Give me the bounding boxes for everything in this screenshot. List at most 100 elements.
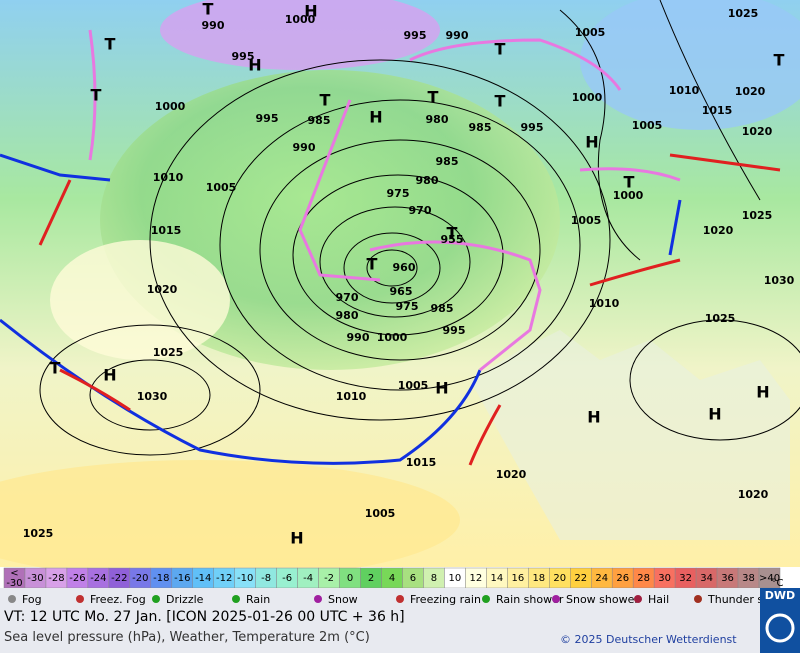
- pressure-label: 1005: [365, 507, 396, 520]
- pressure-label: 985: [308, 114, 331, 127]
- pressure-label: 990: [446, 29, 469, 42]
- colorbar-label: 34: [700, 573, 713, 584]
- pressure-label: 985: [431, 302, 454, 315]
- legend-icon: [482, 595, 490, 603]
- warm-front: [589, 258, 681, 287]
- pressure-label: 1015: [406, 456, 437, 469]
- legend-label: Fog: [22, 593, 42, 606]
- cold-area: [160, 0, 440, 70]
- colorbar-label: >40: [759, 573, 780, 584]
- high-pressure: H: [103, 366, 116, 385]
- high-pressure: H: [248, 56, 261, 75]
- pressure-label: 1025: [705, 312, 736, 325]
- pressure-label: 955: [441, 233, 464, 246]
- legend-label: Snow shower: [566, 593, 639, 606]
- legend-icon: [694, 595, 702, 603]
- pressure-label: 995: [443, 324, 466, 337]
- pressure-label: 1010: [153, 171, 184, 184]
- high-pressure: H: [708, 405, 721, 424]
- legend-label: Hail: [648, 593, 669, 606]
- pressure-label: 995: [256, 112, 279, 125]
- colorbar-label: -10: [237, 573, 253, 584]
- high-pressure: H: [290, 529, 303, 548]
- pressure-label: 980: [416, 174, 439, 187]
- trough: T: [624, 173, 635, 192]
- colorbar-label: 20: [553, 573, 566, 584]
- warm-front: [669, 153, 781, 172]
- legend-label: Freez. Fog: [90, 593, 146, 606]
- colorbar-label: -24: [90, 573, 106, 584]
- copyright: © 2025 Deutscher Wetterdienst: [560, 633, 737, 646]
- pressure-label: 980: [426, 113, 449, 126]
- colorbar-label: -22: [111, 573, 127, 584]
- pressure-label: 1030: [764, 274, 795, 287]
- trough: T: [428, 88, 439, 107]
- high-pressure: H: [369, 108, 382, 127]
- legend-label: Rain: [246, 593, 270, 606]
- pressure-label: 970: [336, 291, 359, 304]
- colorbar-label: 14: [490, 573, 503, 584]
- pressure-label: 1000: [285, 13, 316, 26]
- pressure-label: 985: [469, 121, 492, 134]
- colorbar-label: -6: [282, 573, 292, 584]
- warm-front: [59, 368, 131, 412]
- colorbar-label: 22: [574, 573, 587, 584]
- legend-icon: [8, 595, 16, 603]
- logo: DWD: [765, 589, 795, 602]
- map: [0, 0, 800, 580]
- pressure-label: 1030: [137, 390, 168, 403]
- colorbar-label: 38: [742, 573, 755, 584]
- colorbar-label: 28: [637, 573, 650, 584]
- colorbar-label: -12: [216, 573, 232, 584]
- legend-icon: [552, 595, 560, 603]
- legend-label: Rain shower: [496, 593, 564, 606]
- pressure-label: 990: [202, 19, 225, 32]
- high-pressure: H: [304, 2, 317, 21]
- colorbar-label: -8: [261, 573, 271, 584]
- trough: T: [50, 359, 61, 378]
- pressure-label: 995: [232, 50, 255, 63]
- legend-label: Freezing rain: [410, 593, 481, 606]
- high-pressure: H: [756, 383, 769, 402]
- colorbar-label: -28: [48, 573, 64, 584]
- colorbar-label: -18: [153, 573, 169, 584]
- pressure-label: 995: [521, 121, 544, 134]
- pressure-label: 990: [293, 141, 316, 154]
- pressure-label: 1025: [153, 346, 184, 359]
- pressure-label: 1025: [728, 7, 759, 20]
- pressure-label: 1025: [23, 527, 54, 540]
- pressure-label: 1005: [571, 214, 602, 227]
- legend-icon: [634, 595, 642, 603]
- pressure-label: 1000: [155, 100, 186, 113]
- trough: T: [447, 224, 458, 243]
- colorbar-label: 36: [721, 573, 734, 584]
- trough: T: [203, 0, 214, 19]
- high-pressure: H: [585, 133, 598, 152]
- isobars: [39, 0, 800, 456]
- trough: T: [91, 86, 102, 105]
- legend-icon: [396, 595, 404, 603]
- colorbar-label: -2: [324, 573, 334, 584]
- high-pressure: H: [435, 379, 448, 398]
- trough: T: [367, 255, 378, 274]
- pressure-label: 960: [393, 261, 416, 274]
- colorbar: < -30 -28 -26 -24 -22 -20 -18 -16 -14 -12 -10 -8 -6 -4…: [3, 567, 784, 589]
- trough: T: [495, 40, 506, 59]
- pressure-label: 1000: [613, 189, 644, 202]
- logo-icon: [765, 613, 795, 643]
- pressure-label: 985: [436, 155, 459, 168]
- pressure-label: 1005: [575, 26, 606, 39]
- pressure-label: 975: [396, 300, 419, 313]
- pressure-label: 975: [387, 187, 410, 200]
- legend-label: Snow: [328, 593, 358, 606]
- colorbar-label: 2: [368, 573, 374, 584]
- pressure-label: 1025: [742, 209, 773, 222]
- colorbar-first-value: -30: [6, 578, 22, 589]
- legend-label: Drizzle: [166, 593, 204, 606]
- trough: T: [495, 92, 506, 111]
- pressure-labels: 990 1000 995 995 990 1005 1025 1000 995 985 980 985…: [23, 0, 795, 548]
- pressure-label: 990: [347, 331, 370, 344]
- pressure-label: 970: [409, 204, 432, 217]
- legend-icon: [76, 595, 84, 603]
